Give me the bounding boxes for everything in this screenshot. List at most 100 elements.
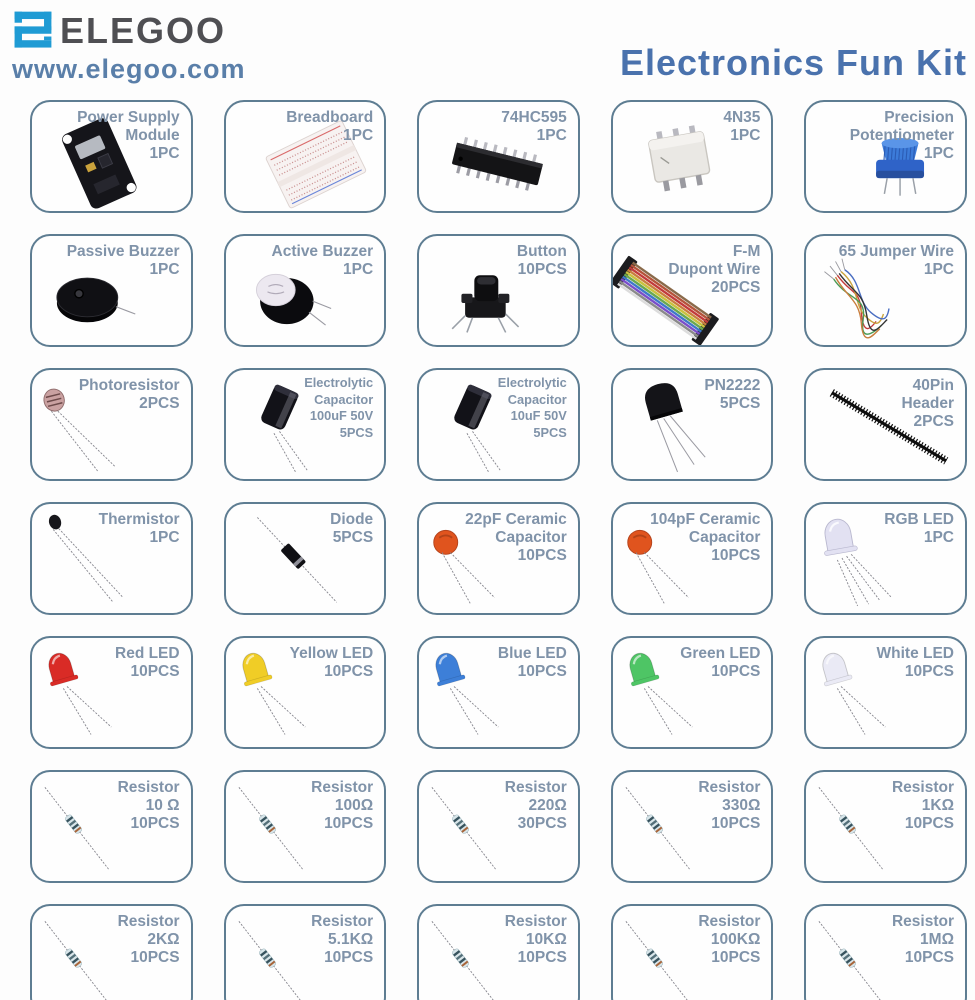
- item-qty: 5PCS: [719, 395, 761, 413]
- item-label: RGB LED 1PC: [884, 511, 954, 547]
- item-label: Red LED 10PCS: [115, 645, 180, 681]
- item-name-line: Electrolytic: [497, 375, 567, 390]
- item-name-line: Potentiometer: [849, 127, 954, 145]
- item-label: Resistor 5.1KΩ 10PCS: [311, 913, 373, 967]
- item-name-line: Diode: [330, 511, 374, 528]
- item-label: Resistor 2KΩ 10PCS: [118, 913, 180, 967]
- kit-item-card: Precision Potentiometer 1PC: [804, 100, 967, 213]
- brand-logo: ELEGOO: [10, 8, 226, 54]
- item-name-line: 10uF 50V: [510, 408, 567, 424]
- led-icon: [48, 652, 112, 735]
- item-qty: 5PCS: [339, 424, 374, 440]
- kit-item-card: Resistor 330Ω 10PCS: [610, 770, 774, 883]
- rgb-led-icon: [824, 518, 892, 607]
- item-name-line: 100Ω: [334, 797, 374, 815]
- item-name-line: 74HC595: [501, 109, 567, 126]
- item-label: Power Supply Module 1PC: [77, 109, 180, 163]
- item-name-line: 22pF Ceramic: [465, 511, 567, 528]
- item-qty: 10PCS: [130, 949, 180, 967]
- kit-item-card: RGB LED 1PC: [804, 502, 967, 615]
- item-qty: 10PCS: [517, 949, 567, 967]
- item-qty: 10PCS: [711, 949, 761, 967]
- item-name-line: Yellow LED: [289, 645, 374, 662]
- kit-item-card: 104pF Ceramic Capacitor 10PCS: [610, 502, 774, 615]
- item-name-line: Precision: [884, 109, 954, 126]
- item-qty: 10PCS: [904, 815, 954, 833]
- kit-item-card: 4N35 1PC: [610, 100, 774, 213]
- led-icon: [242, 652, 306, 735]
- item-qty: 10PCS: [324, 949, 374, 967]
- item-label: Resistor 220Ω 30PCS: [505, 779, 567, 833]
- item-label: Green LED 10PCS: [680, 645, 760, 681]
- item-name-line: Passive Buzzer: [66, 243, 180, 260]
- resistor-icon: [818, 787, 885, 871]
- kit-item-card: 22pF Ceramic Capacitor 10PCS: [417, 502, 580, 615]
- kit-item-card: White LED 10PCS: [804, 636, 967, 749]
- item-label: Button 10PCS: [517, 243, 567, 279]
- kit-item-card: Resistor 1MΩ 10PCS: [804, 904, 967, 1000]
- kit-item-card: Diode 5PCS: [223, 502, 387, 615]
- resistor-icon: [431, 921, 494, 1000]
- item-name-line: Capacitor: [688, 529, 761, 547]
- item-name-line: Resistor: [698, 779, 761, 796]
- item-qty: 1PC: [923, 529, 954, 547]
- item-name-line: Red LED: [115, 645, 180, 662]
- item-name-line: Breadboard: [286, 109, 374, 126]
- item-name-line: Blue LED: [497, 645, 567, 662]
- item-label: Breadboard 1PC: [286, 109, 373, 145]
- item-label: Resistor 10 Ω 10PCS: [118, 779, 180, 833]
- item-name-line: 4N35: [723, 109, 761, 126]
- pin-header-icon: [830, 389, 949, 465]
- item-name-line: 40Pin: [912, 377, 954, 394]
- item-qty: 1PC: [923, 145, 954, 163]
- item-name-line: Capacitor: [495, 529, 567, 547]
- item-name-line: 1KΩ: [921, 797, 954, 815]
- item-label: Yellow LED 10PCS: [290, 645, 374, 681]
- item-name-line: Button: [516, 243, 567, 260]
- item-name-line: Resistor: [891, 913, 954, 930]
- item-name-line: Dupont Wire: [668, 261, 761, 279]
- item-name-line: 5.1KΩ: [328, 931, 374, 949]
- item-qty: 5PCS: [332, 529, 374, 547]
- item-name-line: 104pF Ceramic: [650, 511, 761, 528]
- item-label: Photoresistor 2PCS: [79, 377, 180, 413]
- item-qty: 10PCS: [904, 949, 954, 967]
- item-label: Passive Buzzer 1PC: [67, 243, 180, 279]
- item-qty: 10PCS: [711, 547, 761, 565]
- item-name-line: Module: [125, 127, 180, 145]
- item-qty: 5PCS: [533, 424, 567, 440]
- item-qty: 20PCS: [711, 279, 761, 297]
- item-label: 40Pin Header 2PCS: [901, 377, 954, 431]
- brand-name: ELEGOO: [60, 10, 227, 51]
- kit-item-card: Resistor 10 Ω 10PCS: [30, 770, 193, 883]
- potentiometer-icon: [876, 138, 925, 196]
- kit-item-card: PN2222 5PCS: [610, 368, 774, 481]
- kit-item-card: Red LED 10PCS: [30, 636, 193, 749]
- kit-item-card: Thermistor 1PC: [30, 502, 193, 615]
- resistor-icon: [238, 921, 301, 1000]
- item-name-line: 10 Ω: [145, 797, 180, 815]
- item-name-line: Thermistor: [98, 511, 180, 528]
- item-label: Electrolytic Capacitor 100uF 50V 5PCS: [304, 375, 373, 442]
- item-name-line: Header: [901, 395, 954, 413]
- item-label: Resistor 10KΩ 10PCS: [505, 913, 567, 967]
- electrolytic-capacitor-icon: [260, 384, 308, 474]
- item-label: 74HC595 1PC: [501, 109, 567, 145]
- item-qty: 1PC: [343, 127, 374, 145]
- item-label: 22pF Ceramic Capacitor 10PCS: [465, 511, 567, 565]
- item-label: F-M Dupont Wire 20PCS: [668, 243, 760, 297]
- led-icon: [435, 652, 499, 735]
- item-label: 65 Jumper Wire 1PC: [839, 243, 954, 279]
- item-name-line: Resistor: [117, 913, 180, 930]
- kit-item-card: Active Buzzer 1PC: [223, 234, 387, 347]
- resistor-icon: [44, 787, 110, 871]
- item-label: Resistor 100Ω 10PCS: [311, 779, 373, 833]
- item-qty: 1PC: [149, 261, 180, 279]
- dupont-wires-icon: [612, 255, 719, 345]
- kit-item-card: Passive Buzzer 1PC: [30, 234, 193, 347]
- item-label: 104pF Ceramic Capacitor 10PCS: [650, 511, 760, 565]
- item-name-line: 2KΩ: [147, 931, 180, 949]
- item-label: PN2222 5PCS: [704, 377, 760, 413]
- optocoupler-icon: [647, 125, 711, 192]
